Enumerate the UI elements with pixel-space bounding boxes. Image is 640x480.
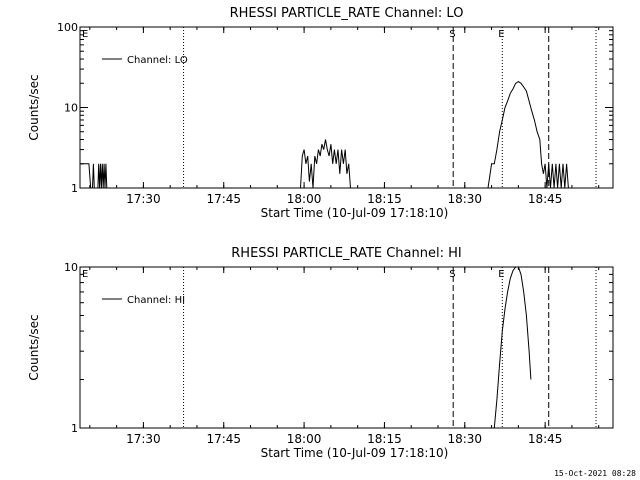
plot-frame <box>79 266 614 429</box>
y-axis: 1 10 Counts/sec <box>27 261 613 435</box>
marker-label: E <box>82 29 88 40</box>
y-tick-label: 10 <box>64 261 78 274</box>
series-line-segment <box>80 163 108 189</box>
y-axis-label: Counts/sec <box>27 74 41 140</box>
legend: Channel: LO <box>102 55 188 66</box>
x-tick-label: 17:45 <box>206 432 241 446</box>
marker-label: E <box>82 269 88 280</box>
y-axis: 1 10 100 Counts/sec <box>27 21 613 195</box>
marker-label: S <box>449 29 455 40</box>
x-tick-label: 18:15 <box>367 432 402 446</box>
marker-label: E <box>498 269 504 280</box>
footer-date: 15-Oct-2021 08:28 <box>554 469 636 478</box>
x-tick-label: 18:30 <box>447 432 482 446</box>
x-tick-label: 18:00 <box>287 192 322 206</box>
x-tick-label: 17:45 <box>206 192 241 206</box>
series-line-segment <box>493 266 532 429</box>
legend: Channel: HI <box>102 295 185 306</box>
series-line-segment <box>300 139 351 189</box>
marker-label: S <box>449 269 455 280</box>
y-tick-label: 100 <box>57 21 78 34</box>
y-axis-label: Counts/sec <box>27 314 41 380</box>
x-axis: 17:30 17:45 18:00 18:15 18:30 18:45 Start Time… <box>89 27 600 220</box>
x-tick-label: 17:30 <box>126 192 161 206</box>
chart-panel-hi: RHESSI PARTICLE_RATE Channel: HIE S E17:30… <box>27 246 614 460</box>
chart-panel-lo: RHESSI PARTICLE_RATE Channel: LOE S E17:30… <box>27 6 614 220</box>
series-line-segment <box>487 81 571 189</box>
chart-title: RHESSI PARTICLE_RATE Channel: LO <box>230 6 464 21</box>
chart-title: RHESSI PARTICLE_RATE Channel: HI <box>231 246 461 261</box>
x-tick-label: 18:15 <box>367 192 402 206</box>
x-tick-label: 18:45 <box>528 192 563 206</box>
y-tick-label: 1 <box>71 182 78 195</box>
y-tick-label: 1 <box>71 422 78 435</box>
x-axis-label: Start Time (10-Jul-09 17:18:10) <box>261 446 449 460</box>
x-axis: 17:30 17:45 18:00 18:15 18:30 18:45 Start Time… <box>89 267 600 460</box>
y-tick-label: 10 <box>64 102 78 115</box>
x-tick-label: 18:00 <box>287 432 322 446</box>
x-tick-label: 17:30 <box>126 432 161 446</box>
x-tick-label: 18:45 <box>528 432 563 446</box>
x-tick-label: 18:30 <box>447 192 482 206</box>
x-axis-label: Start Time (10-Jul-09 17:18:10) <box>261 206 449 220</box>
legend-entry: Channel: HI <box>127 295 185 306</box>
legend-entry: Channel: LO <box>127 55 188 66</box>
marker-label: E <box>498 29 504 40</box>
